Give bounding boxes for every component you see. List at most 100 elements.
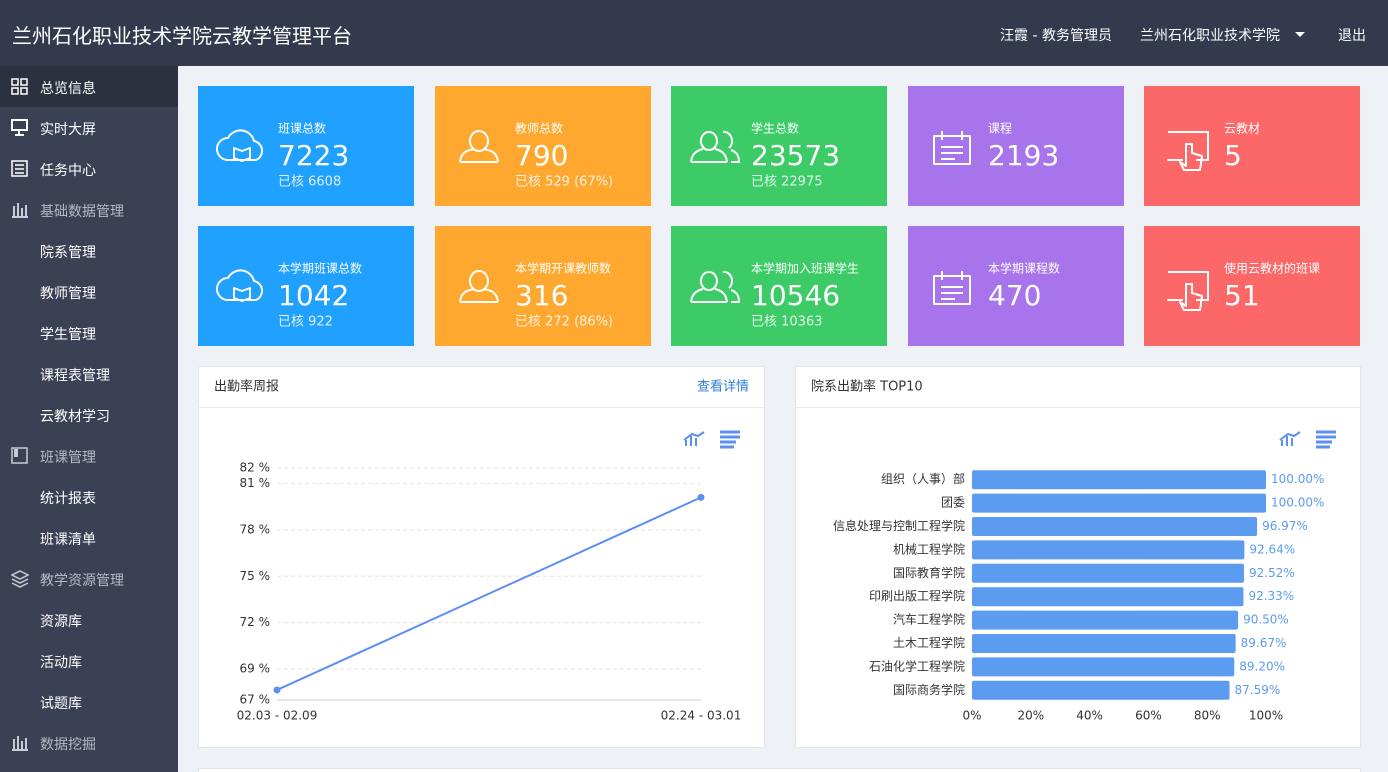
card — [671, 86, 887, 206]
nav-item[interactable]: 总览信息 — [0, 66, 178, 107]
y-tick-label: 汽车工程学院 — [893, 612, 965, 627]
card-value: 316 — [515, 279, 568, 312]
nav-item[interactable]: 基础数据管理 — [0, 189, 178, 230]
card — [198, 86, 414, 206]
nav-item[interactable]: 任务中心 — [0, 148, 178, 189]
nav-icon — [11, 447, 28, 464]
caret — [1295, 32, 1305, 37]
nav-icon — [11, 160, 28, 177]
line — [276, 496, 702, 691]
card — [198, 226, 414, 346]
nav-label: 班课管理 — [40, 450, 96, 466]
card-label: 云教材 — [1224, 121, 1260, 136]
card-label: 使用云教材的班课 — [1224, 261, 1320, 276]
nav-item[interactable]: 班课管理 — [0, 435, 178, 476]
value-label: 96.97% — [1262, 519, 1308, 533]
nav-item[interactable]: 教学资源管理 — [0, 558, 178, 599]
value-label: 90.50% — [1243, 613, 1289, 627]
bar — [972, 540, 1245, 560]
x-tick-label: 02.24 - 03.01 — [661, 709, 742, 723]
nav-item[interactable]: 教师管理 — [0, 271, 178, 312]
value-label: 87.59% — [1235, 683, 1281, 697]
school-select[interactable]: 兰州石化职业技术学院 — [1140, 28, 1280, 44]
nav-label: 试题库 — [40, 696, 82, 712]
card-label: 学生总数 — [751, 121, 799, 136]
panel-title: 院系出勤率 TOP10 — [811, 379, 923, 395]
nav-item[interactable]: 课程表管理 — [0, 353, 178, 394]
y-tick-label: 团委 — [941, 496, 965, 510]
x-tick-label: 20% — [1017, 709, 1044, 723]
card-label: 本学期加入班课学生 — [751, 261, 859, 276]
nav-icon — [11, 570, 29, 588]
nav-item[interactable]: 活动库 — [0, 640, 178, 681]
nav-icon — [12, 736, 28, 751]
card-label: 本学期课程数 — [988, 261, 1060, 276]
card-label: 班课总数 — [278, 121, 326, 136]
nav-item[interactable]: 资源库 — [0, 599, 178, 640]
panel-link[interactable]: 查看详情 — [697, 379, 749, 395]
app-title: 兰州石化职业技术学院云教学管理平台 — [12, 24, 352, 48]
card-value: 10546 — [751, 279, 840, 312]
user-name[interactable]: 汪霞 - 教务管理员 — [1000, 28, 1112, 44]
card-value: 2193 — [988, 139, 1059, 172]
card-sub: 已核 10363 — [751, 315, 823, 330]
y-tick-label: 国际商务学院 — [893, 682, 965, 697]
tool-icon[interactable] — [1279, 431, 1301, 446]
value-label: 92.64% — [1249, 542, 1295, 556]
tool-icon[interactable] — [720, 430, 740, 449]
card-label: 本学期班课总数 — [278, 261, 362, 276]
card-sub: 已核 6608 — [278, 175, 341, 190]
card-value: 7223 — [278, 139, 349, 172]
nav-item[interactable]: 试题库 — [0, 681, 178, 722]
y-tick-label: 82 % — [240, 461, 271, 475]
nav-label: 教学资源管理 — [40, 573, 124, 589]
card-sub: 已核 922 — [278, 315, 333, 330]
card — [671, 226, 887, 346]
card-sub: 已核 272 (86%) — [515, 315, 613, 330]
nav-item[interactable]: 院系管理 — [0, 230, 178, 271]
nav-item[interactable]: 数据挖掘 — [0, 722, 178, 763]
card-icon — [459, 270, 499, 303]
card — [1144, 86, 1360, 206]
logout[interactable]: 退出 — [1338, 28, 1366, 44]
nav-item[interactable]: 班课清单 — [0, 517, 178, 558]
card-label: 教师总数 — [515, 121, 563, 136]
nav-label: 课程表管理 — [40, 368, 110, 384]
nav-label: 基础数据管理 — [40, 204, 124, 220]
bar — [972, 610, 1239, 630]
value-label: 92.52% — [1249, 566, 1295, 580]
bar — [972, 634, 1236, 653]
y-tick-label: 机械工程学院 — [893, 541, 965, 556]
card-sub: 已核 22975 — [751, 175, 823, 190]
y-tick-label: 印刷出版工程学院 — [869, 588, 965, 603]
nav-item[interactable]: 云教材学习 — [0, 394, 178, 435]
card-value: 470 — [988, 279, 1041, 312]
y-tick-label: 81 % — [240, 476, 271, 490]
card-value: 790 — [515, 139, 568, 172]
nav-label: 数据挖掘 — [40, 737, 96, 753]
nav-item[interactable]: 实时大屏 — [0, 107, 178, 148]
nav-item[interactable]: 统计报表 — [0, 476, 178, 517]
tool-icon[interactable] — [1316, 430, 1336, 449]
y-tick-label: 土木工程学院 — [893, 635, 965, 650]
nav-label: 院系管理 — [40, 245, 96, 261]
card-sub: 已核 529 (67%) — [515, 175, 613, 190]
bar — [972, 680, 1230, 700]
card-value: 1042 — [278, 279, 349, 312]
card-value: 51 — [1224, 279, 1260, 312]
panel — [198, 366, 765, 748]
tool-icon[interactable] — [683, 431, 705, 446]
y-tick-label: 组织（人事）部 — [881, 471, 965, 486]
nav-label: 资源库 — [40, 614, 82, 630]
y-tick-label: 75 % — [240, 569, 271, 583]
card — [1144, 226, 1360, 346]
nav-label: 云教材学习 — [40, 409, 110, 425]
nav-label: 统计报表 — [40, 491, 96, 507]
y-tick-label: 72 % — [240, 615, 271, 629]
panel-title: 出勤率周报 — [214, 379, 279, 395]
card-icon — [1167, 271, 1209, 311]
y-tick-label: 石油化学工程学院 — [869, 658, 965, 673]
card-value: 5 — [1224, 139, 1242, 172]
nav-item[interactable]: 学生管理 — [0, 312, 178, 353]
bar — [972, 563, 1245, 583]
